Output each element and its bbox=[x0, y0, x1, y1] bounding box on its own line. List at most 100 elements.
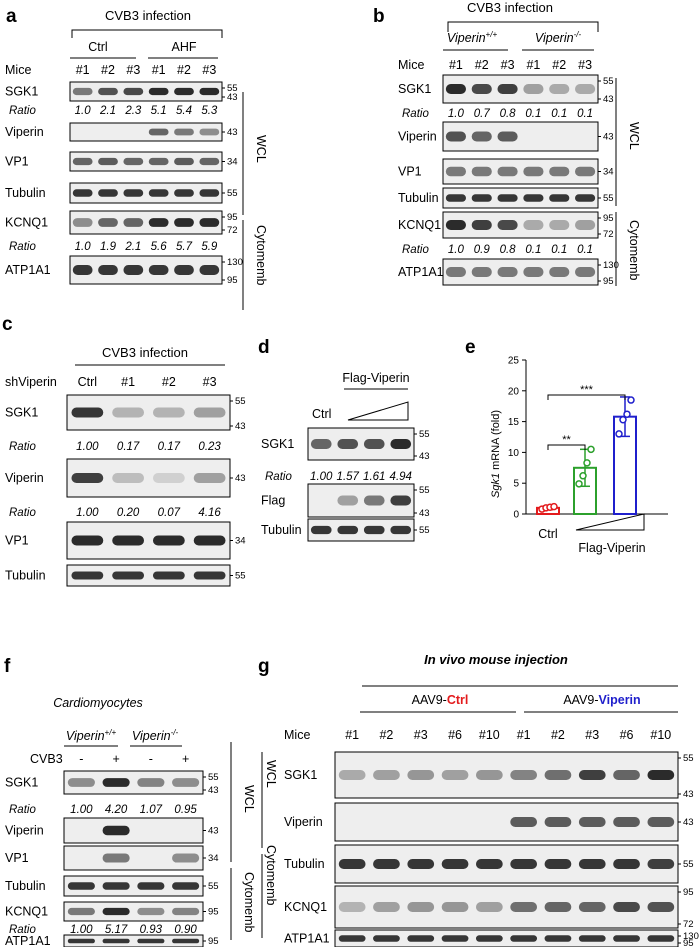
a-mw-label: 43 bbox=[227, 127, 238, 138]
d-mw-label: 55 bbox=[419, 525, 430, 536]
d-band bbox=[390, 439, 412, 449]
a-band bbox=[72, 189, 93, 197]
a-mw-label: 95 bbox=[227, 212, 238, 223]
g-lane-label: #10 bbox=[479, 728, 500, 742]
f-mw-label: 43 bbox=[208, 785, 219, 796]
b-ratio-value: 0.1 bbox=[525, 244, 541, 256]
g-band bbox=[510, 859, 538, 869]
panel-d-title: Flag-Viperin bbox=[342, 371, 409, 385]
c-band bbox=[112, 407, 145, 418]
c-ratio-label: Ratio bbox=[9, 441, 36, 453]
a-ratio-value: 5.6 bbox=[151, 241, 168, 253]
b-band bbox=[445, 220, 466, 230]
b-mw-label: 72 bbox=[603, 229, 614, 240]
c-ratio-value: 0.07 bbox=[158, 507, 181, 519]
c-ratio-value: 1.00 bbox=[76, 441, 99, 453]
b-membrane bbox=[442, 211, 599, 239]
panel-b-letter: b bbox=[373, 6, 385, 27]
g-band bbox=[407, 859, 435, 869]
panel-a: a CVB3 infection Ctrl AHF Mice #1 #2 #3 #1 #… bbox=[5, 6, 268, 310]
g-row-label: SGK1 bbox=[284, 768, 317, 782]
a-row-label: Viperin bbox=[5, 125, 44, 139]
f-mw-label: 95 bbox=[208, 907, 219, 918]
a-mw-label: 43 bbox=[227, 92, 238, 103]
b-ratio-label: Ratio bbox=[402, 244, 429, 256]
f-row-label: KCNQ1 bbox=[5, 905, 48, 919]
panel-b-blots: SGK1 55 43 Ratio 1.0 0.7 0.8 0.1 0.1 0.1 Viperin 43… bbox=[398, 74, 619, 287]
d-ratio-value: 1.57 bbox=[337, 471, 360, 483]
panel-a-cytomemb-label: Cytomemb bbox=[254, 225, 268, 285]
panel-f-cvb3-label: CVB3 bbox=[30, 752, 63, 766]
g-band bbox=[373, 770, 400, 780]
f-ratio-value: 5.17 bbox=[105, 924, 128, 936]
b-band bbox=[445, 166, 466, 177]
f-band bbox=[172, 853, 200, 863]
a-band bbox=[72, 218, 93, 227]
g-band bbox=[578, 817, 606, 827]
c-mw-label: 43 bbox=[235, 473, 246, 484]
b-mw-label: 130 bbox=[603, 260, 619, 271]
a-band bbox=[123, 157, 144, 166]
panel-g: g In vivo mouse injection AAV9-Ctrl AAV9… bbox=[258, 652, 699, 947]
b-band bbox=[575, 84, 596, 94]
chart-point bbox=[550, 502, 558, 511]
c-mw-label: 55 bbox=[235, 396, 246, 407]
b-row-label: VP1 bbox=[398, 165, 422, 179]
g-mw-label: 95 bbox=[683, 938, 694, 947]
g-band bbox=[544, 859, 572, 869]
panel-d-blots: SGK1 55 43 Ratio 1.00 1.57 1.61 4.94 Flag 55 43 Tub… bbox=[261, 427, 430, 542]
a-band bbox=[199, 218, 220, 227]
c-band bbox=[71, 535, 104, 546]
a-mw-label: 130 bbox=[227, 257, 243, 268]
f-band bbox=[67, 778, 95, 787]
b-band bbox=[549, 194, 570, 202]
c-band bbox=[112, 473, 145, 483]
a-band bbox=[72, 87, 93, 96]
b-band bbox=[575, 267, 596, 277]
b-mw-label: 55 bbox=[603, 193, 614, 204]
f-band bbox=[67, 882, 95, 890]
panel-f-letter: f bbox=[4, 656, 11, 677]
f-band bbox=[102, 778, 130, 787]
f-mw-label: 34 bbox=[208, 853, 219, 864]
b-band bbox=[549, 267, 570, 277]
f-band bbox=[137, 882, 165, 890]
b-membrane bbox=[442, 74, 599, 104]
b-lane-label: #1 bbox=[526, 58, 540, 72]
b-band bbox=[497, 131, 518, 142]
b-mw-label: 55 bbox=[603, 76, 614, 87]
a-ratio-value: 2.3 bbox=[124, 105, 142, 117]
a-ratio-value: 5.1 bbox=[151, 105, 167, 117]
c-band bbox=[152, 535, 185, 546]
a-band bbox=[72, 157, 93, 166]
g-lane-label: #3 bbox=[414, 728, 428, 742]
f-band bbox=[137, 778, 165, 787]
panel-c: c CVB3 infection shViperin Ctrl #1 #2 #3 SG… bbox=[2, 314, 246, 587]
f-mw-label: 55 bbox=[208, 772, 219, 783]
b-row-label: Tubulin bbox=[398, 191, 439, 205]
g-lane-label: #1 bbox=[345, 728, 359, 742]
g-mw-label: 55 bbox=[683, 859, 694, 870]
g-band bbox=[544, 817, 572, 827]
c-ratio-value: 4.16 bbox=[198, 507, 221, 519]
d-mw-label: 43 bbox=[419, 508, 430, 519]
g-band bbox=[578, 859, 606, 869]
c-ratio-label: Ratio bbox=[9, 507, 36, 519]
b-ratio-value: 0.1 bbox=[551, 108, 567, 120]
b-mw-label: 43 bbox=[603, 94, 614, 105]
a-membrane bbox=[69, 255, 223, 285]
d-mw-label: 55 bbox=[419, 429, 430, 440]
g-mw-label: 43 bbox=[683, 817, 694, 828]
a-band bbox=[174, 265, 194, 275]
f-band bbox=[67, 938, 95, 944]
g-band bbox=[441, 935, 469, 942]
b-membrane bbox=[442, 158, 599, 185]
f-band bbox=[102, 882, 130, 890]
panel-d-dose-wedge bbox=[347, 401, 409, 421]
c-row-label: Tubulin bbox=[5, 569, 46, 583]
g-row-label: KCNQ1 bbox=[284, 900, 327, 914]
b-band bbox=[575, 220, 596, 230]
